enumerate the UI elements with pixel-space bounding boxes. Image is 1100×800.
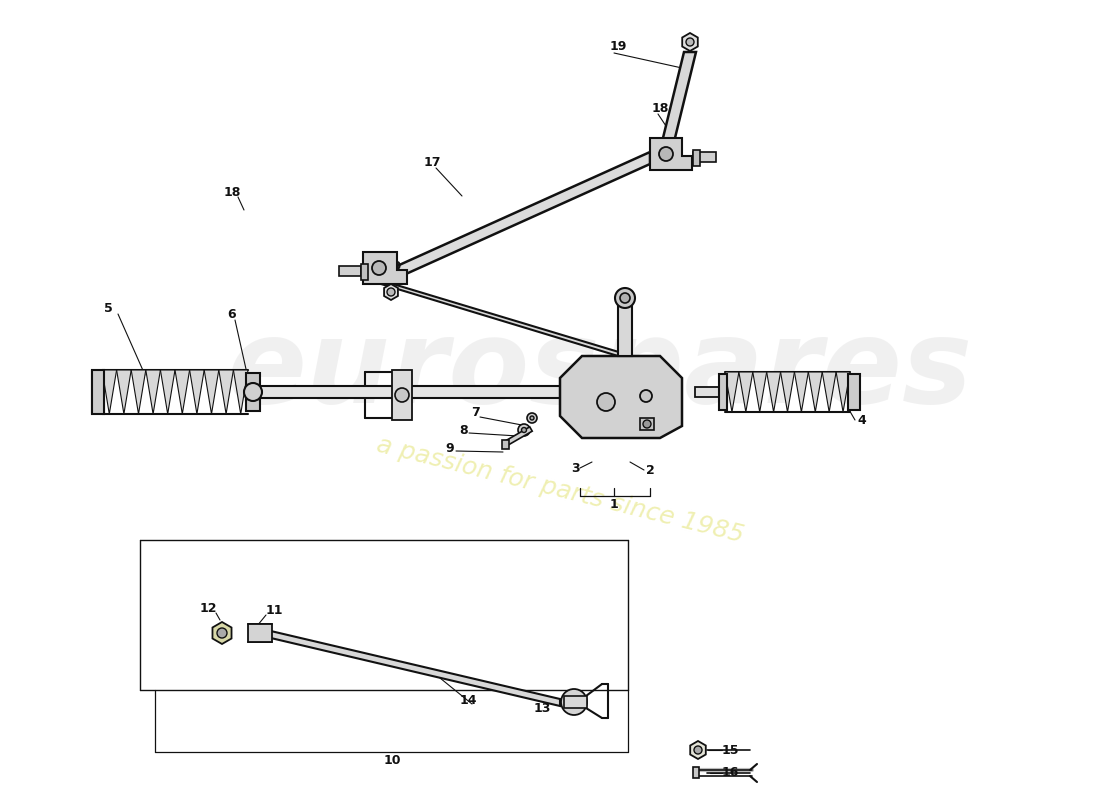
Circle shape	[686, 38, 694, 46]
Polygon shape	[381, 284, 632, 356]
Polygon shape	[822, 372, 836, 412]
Polygon shape	[504, 427, 532, 446]
Polygon shape	[693, 152, 716, 162]
Text: 6: 6	[228, 307, 236, 321]
Polygon shape	[767, 372, 781, 412]
Polygon shape	[564, 696, 587, 708]
Polygon shape	[117, 370, 131, 414]
Circle shape	[615, 288, 635, 308]
Polygon shape	[205, 370, 219, 414]
Bar	[693, 150, 700, 166]
Circle shape	[694, 746, 702, 754]
Polygon shape	[212, 622, 231, 644]
Circle shape	[217, 628, 227, 638]
Text: 7: 7	[472, 406, 481, 418]
Polygon shape	[189, 370, 205, 414]
Polygon shape	[102, 370, 117, 414]
Text: 15: 15	[722, 743, 739, 757]
Polygon shape	[695, 387, 725, 397]
Polygon shape	[650, 138, 692, 170]
Text: 19: 19	[609, 39, 627, 53]
Circle shape	[597, 393, 615, 411]
Text: 11: 11	[265, 603, 283, 617]
Polygon shape	[339, 266, 361, 276]
Circle shape	[395, 388, 409, 402]
Bar	[92, 370, 104, 414]
Circle shape	[620, 293, 630, 303]
Text: 18: 18	[651, 102, 669, 114]
Polygon shape	[682, 33, 697, 51]
Polygon shape	[836, 372, 850, 412]
Bar	[502, 440, 509, 449]
Text: 17: 17	[424, 155, 441, 169]
Polygon shape	[384, 284, 398, 300]
Bar	[246, 373, 260, 411]
Polygon shape	[739, 372, 752, 412]
Polygon shape	[219, 370, 233, 414]
Text: 3: 3	[571, 462, 580, 474]
Text: 5: 5	[103, 302, 112, 314]
Polygon shape	[618, 298, 632, 356]
Text: eurospares: eurospares	[227, 313, 974, 427]
Circle shape	[521, 427, 527, 433]
Circle shape	[659, 147, 673, 161]
Circle shape	[561, 689, 587, 715]
Text: 8: 8	[460, 423, 469, 437]
Bar	[640, 418, 654, 430]
Circle shape	[244, 383, 262, 401]
Text: 18: 18	[223, 186, 241, 198]
Polygon shape	[662, 52, 696, 142]
Text: 12: 12	[199, 602, 217, 614]
Polygon shape	[752, 372, 767, 412]
Bar	[848, 374, 860, 410]
Circle shape	[530, 416, 533, 420]
Circle shape	[644, 420, 651, 428]
Text: 13: 13	[534, 702, 551, 714]
Bar	[361, 264, 368, 280]
Text: 1: 1	[609, 498, 618, 510]
Polygon shape	[161, 370, 175, 414]
Polygon shape	[363, 252, 407, 284]
Polygon shape	[781, 372, 794, 412]
Text: 16: 16	[722, 766, 739, 779]
Polygon shape	[808, 372, 822, 412]
Polygon shape	[175, 370, 189, 414]
Polygon shape	[560, 356, 682, 438]
Text: 9: 9	[446, 442, 454, 454]
Polygon shape	[690, 741, 706, 759]
Circle shape	[527, 413, 537, 423]
Polygon shape	[146, 370, 161, 414]
Text: 2: 2	[646, 463, 654, 477]
Bar	[719, 374, 727, 410]
Circle shape	[387, 288, 395, 296]
Bar	[248, 624, 272, 642]
Polygon shape	[233, 370, 248, 414]
Bar	[693, 767, 698, 778]
Text: 14: 14	[460, 694, 476, 706]
Text: 19: 19	[384, 259, 402, 273]
Polygon shape	[397, 152, 650, 278]
Circle shape	[372, 261, 386, 275]
Polygon shape	[258, 386, 615, 398]
Text: 10: 10	[383, 754, 400, 766]
Text: 4: 4	[858, 414, 867, 426]
Polygon shape	[725, 372, 739, 412]
Text: a passion for parts since 1985: a passion for parts since 1985	[374, 433, 746, 547]
Polygon shape	[794, 372, 808, 412]
Circle shape	[518, 424, 530, 436]
Polygon shape	[131, 370, 146, 414]
Polygon shape	[392, 370, 412, 420]
Circle shape	[640, 390, 652, 402]
Polygon shape	[258, 628, 560, 706]
